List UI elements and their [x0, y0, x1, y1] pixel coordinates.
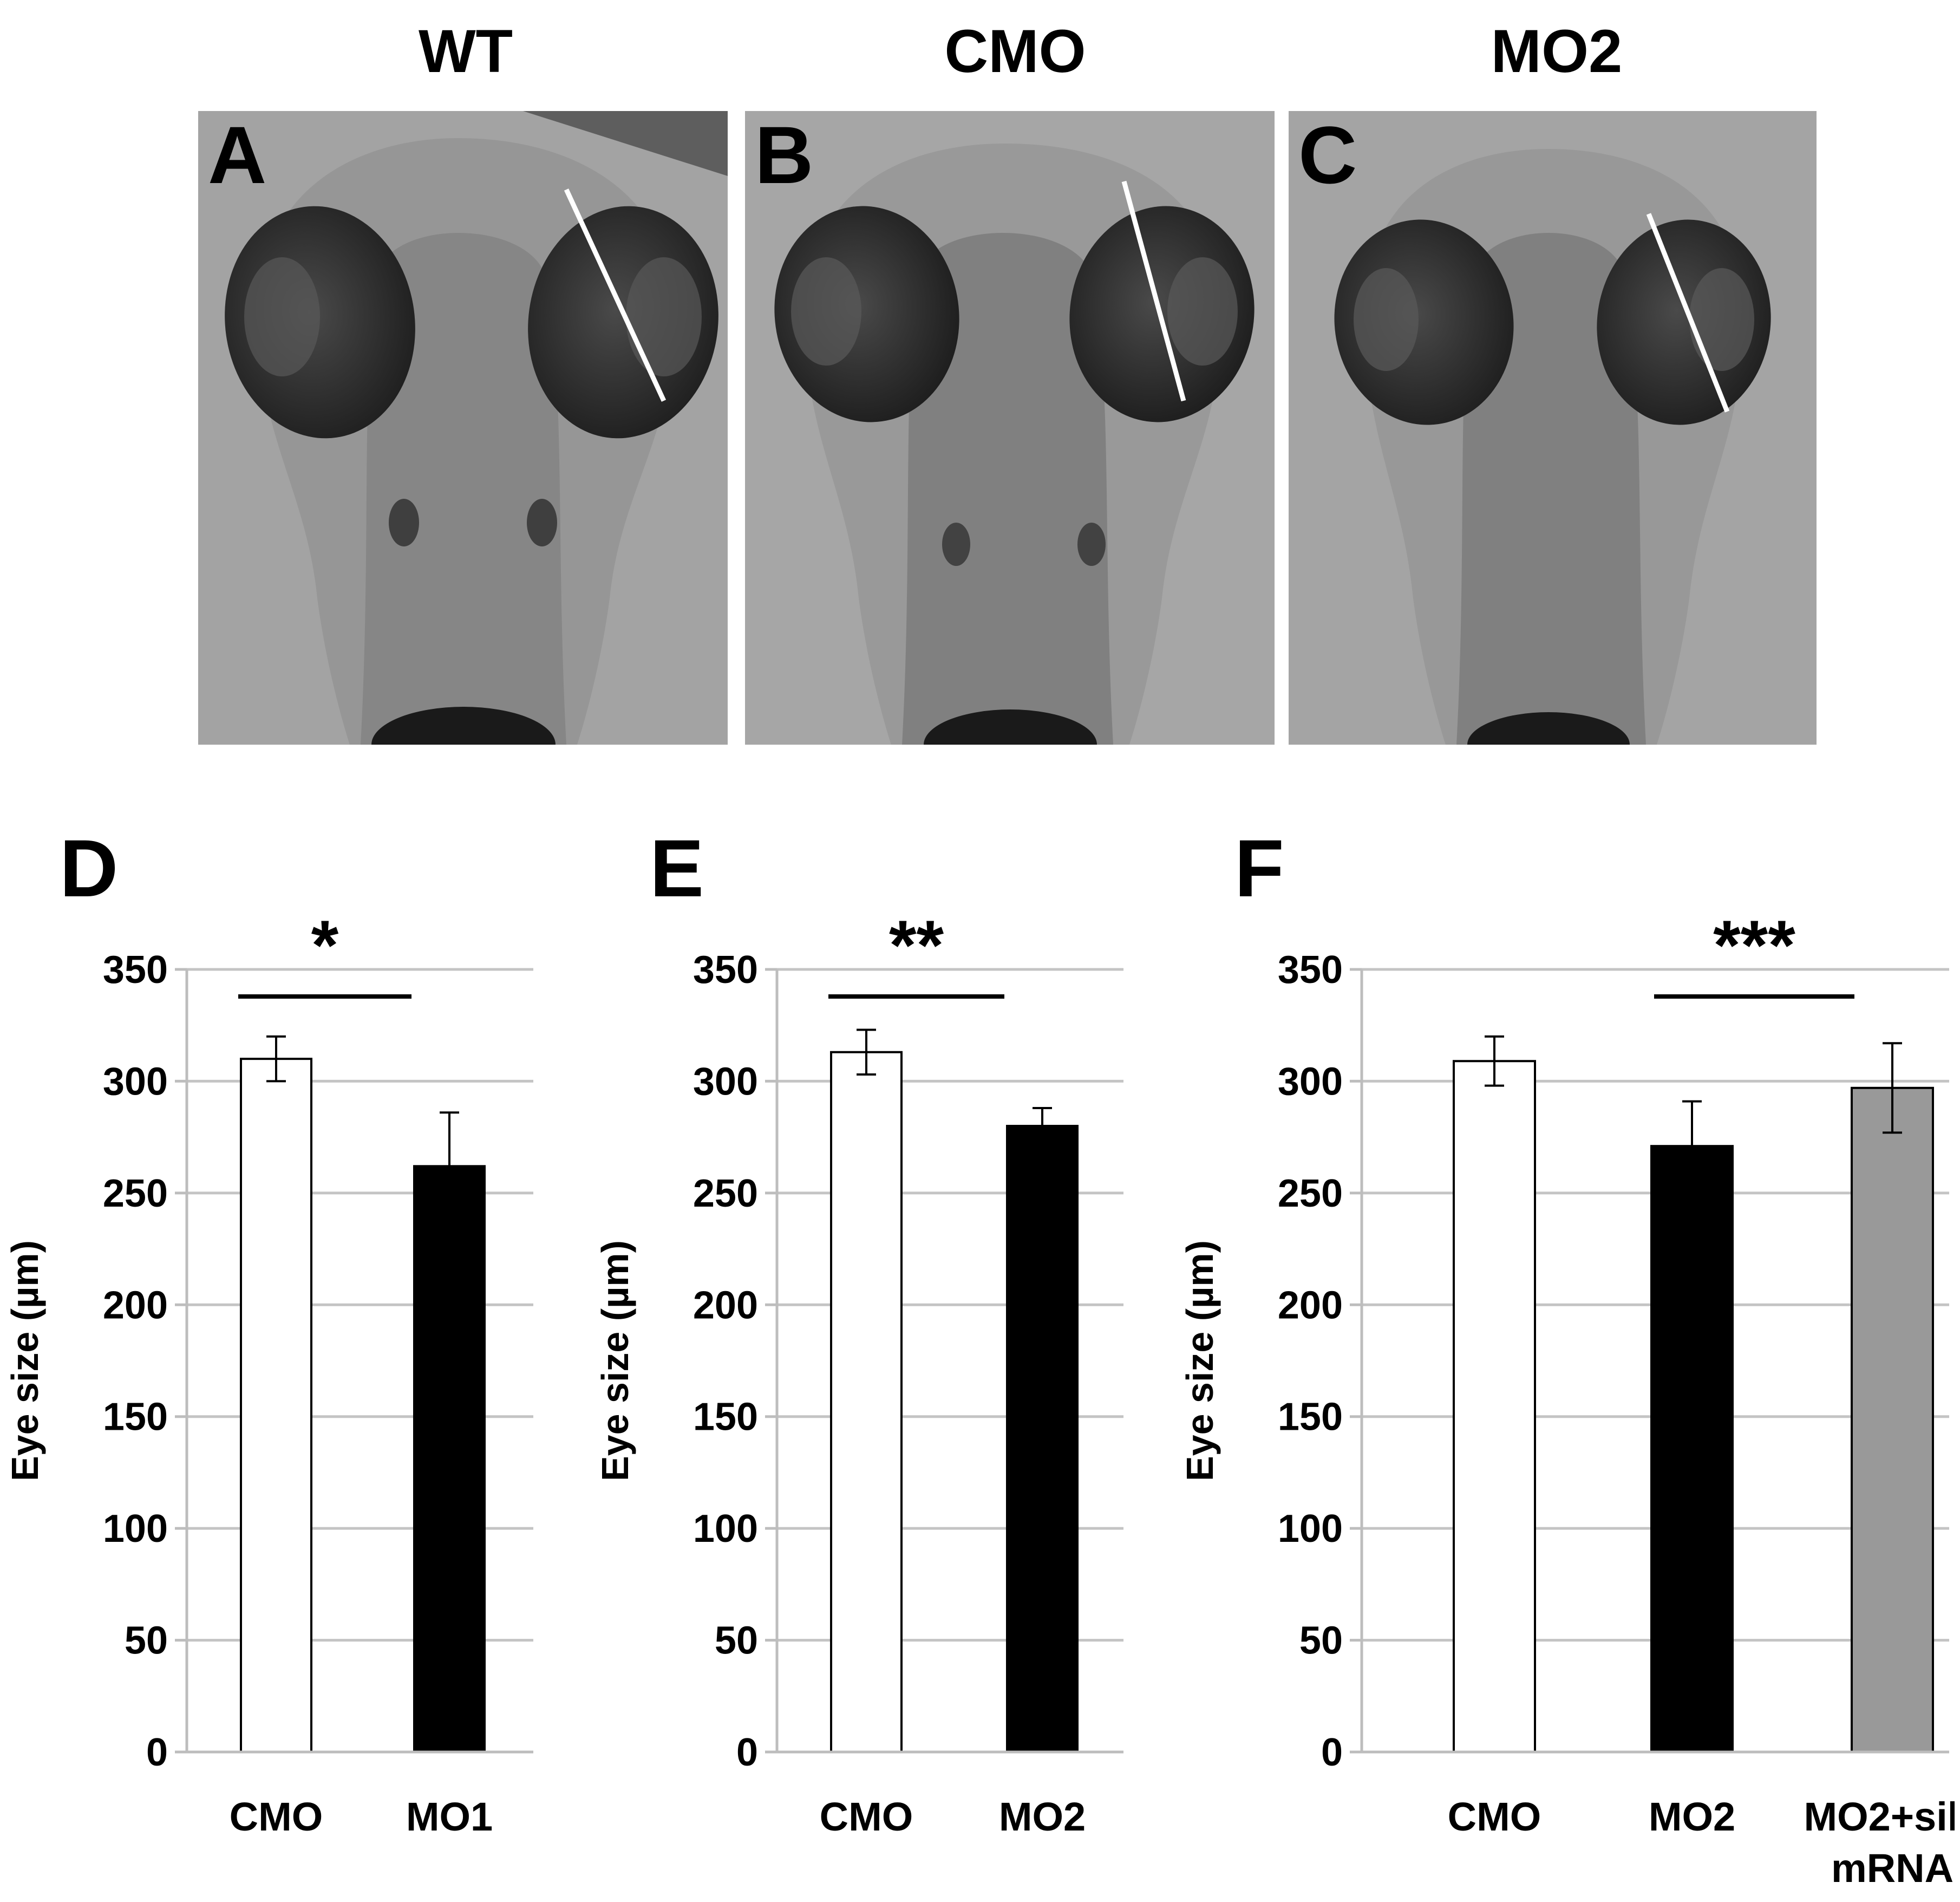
y-tick-label: 350	[693, 948, 758, 992]
photo-panel-a: A	[198, 111, 728, 745]
x-tick-label-2: MO2+sil1mRNA	[1804, 1794, 1955, 1891]
bar-0	[830, 1051, 903, 1753]
x-tick-label-1: MO2	[999, 1794, 1086, 1839]
y-tick-label: 300	[103, 1060, 168, 1103]
larva-head-image-b	[745, 111, 1275, 745]
y-axis-label: Eye size (µm)	[1179, 1240, 1221, 1481]
y-tick-label: 200	[693, 1284, 758, 1327]
y-tick-label: 150	[103, 1396, 168, 1439]
photo-title-cmo: CMO	[944, 17, 1086, 85]
y-tick-label: 0	[1321, 1731, 1343, 1774]
bar-1	[1650, 1145, 1734, 1754]
y-tick-label: 50	[715, 1619, 758, 1663]
y-tick-label: 100	[693, 1507, 758, 1551]
panel-letter: E	[650, 823, 704, 914]
bar-chart-e: E 0 50 100 150 200 250 300 350 Eye size (µm) CMO MO…	[594, 823, 1123, 1839]
x-tick-label-1: MO2	[1649, 1794, 1735, 1839]
significance-marker: ***	[1713, 906, 1795, 985]
bar-0	[1453, 1060, 1536, 1753]
y-axis-label: Eye size (µm)	[594, 1240, 636, 1481]
x-tick-label-0: CMO	[230, 1794, 323, 1839]
larva-head-image-a	[198, 111, 728, 745]
photo-panel-c: C	[1289, 111, 1817, 745]
bar-chart-d: D 0 50 100 150 200 250 300 350 Eye size (µm) CMO MO…	[4, 823, 533, 1839]
y-axis-label: Eye size (µm)	[4, 1240, 46, 1481]
larva-head-image-c	[1289, 111, 1817, 745]
panel-letter: F	[1234, 823, 1284, 914]
y-tick-label: 250	[103, 1172, 168, 1215]
bar-1	[413, 1165, 486, 1753]
y-tick-label: 200	[103, 1284, 168, 1327]
significance-marker: *	[311, 906, 339, 985]
y-tick-label: 150	[1278, 1396, 1343, 1439]
y-tick-label: 100	[103, 1507, 168, 1551]
panel-letter: D	[60, 823, 118, 914]
x-tick-label-0: CMO	[1448, 1794, 1541, 1839]
y-tick-label: 50	[125, 1619, 168, 1663]
y-tick-label: 350	[103, 948, 168, 992]
panel-letter-b: B	[755, 111, 814, 200]
x-tick-label-1: MO1	[406, 1794, 493, 1839]
photo-title-wt: WT	[418, 17, 513, 85]
y-tick-label: 250	[1278, 1172, 1343, 1215]
bar-0	[240, 1058, 312, 1754]
y-tick-label: 250	[693, 1172, 758, 1215]
photo-panel-b: B	[745, 111, 1275, 745]
y-tick-label: 0	[146, 1731, 168, 1774]
y-tick-label: 350	[1278, 948, 1343, 992]
y-tick-label: 300	[693, 1060, 758, 1103]
x-tick-label-0: CMO	[820, 1794, 913, 1839]
y-tick-label: 300	[1278, 1060, 1343, 1103]
bar-2	[1851, 1086, 1934, 1753]
y-tick-label: 100	[1278, 1507, 1343, 1551]
significance-marker: **	[889, 906, 944, 985]
bar-1	[1006, 1125, 1079, 1753]
y-tick-label: 200	[1278, 1284, 1343, 1327]
panel-letter-a: A	[208, 111, 267, 200]
bar-chart-f: F 0 50 100 150 200 250 300 350 Eye size (µm) CMO MO…	[1179, 823, 1955, 1891]
y-tick-label: 0	[736, 1731, 758, 1774]
y-tick-label: 150	[693, 1396, 758, 1439]
y-tick-label: 50	[1299, 1619, 1343, 1663]
panel-letter-c: C	[1298, 111, 1357, 200]
photo-title-mo2: MO2	[1491, 17, 1623, 85]
